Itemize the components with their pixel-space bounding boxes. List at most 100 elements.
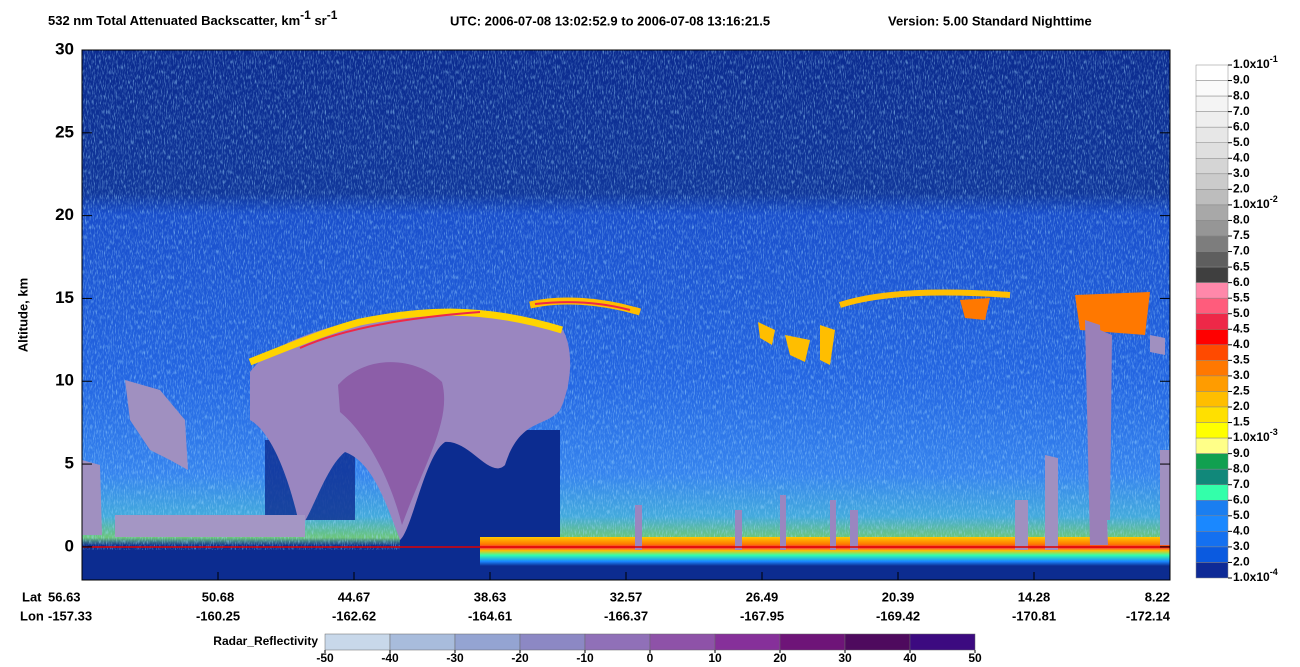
colorbar-label: 3.0 bbox=[1233, 539, 1250, 553]
colorbar-label: 3.5 bbox=[1233, 353, 1250, 367]
color-swatch bbox=[1195, 375, 1229, 392]
lon-tick-label: -164.61 bbox=[468, 608, 512, 623]
radar-tick-label: 40 bbox=[903, 651, 917, 665]
color-swatch bbox=[1195, 437, 1229, 454]
colorbar-label: 5.0 bbox=[1233, 135, 1250, 149]
radar-swatch bbox=[324, 633, 391, 651]
color-swatch bbox=[1195, 282, 1229, 299]
colorbar-label: 8.0 bbox=[1233, 88, 1250, 102]
color-swatch bbox=[1195, 344, 1229, 361]
color-swatch bbox=[1195, 500, 1229, 517]
color-swatch bbox=[1195, 562, 1229, 579]
color-swatch bbox=[1195, 64, 1229, 81]
color-swatch bbox=[1195, 235, 1229, 252]
cloud-top bbox=[248, 308, 564, 366]
lat-tick-label: 38.63 bbox=[474, 589, 507, 604]
title-unit: sr bbox=[311, 13, 327, 28]
color-swatch bbox=[1195, 546, 1229, 563]
colorbar-label-exponent: -2 bbox=[1270, 194, 1278, 204]
y-tick-label: 25 bbox=[55, 122, 74, 141]
colorbar-label-exponent: -3 bbox=[1270, 427, 1278, 437]
lat-tick-label: 44.67 bbox=[338, 589, 371, 604]
cloud bbox=[82, 460, 102, 535]
colorbar-label: 8.0 bbox=[1233, 213, 1250, 227]
color-swatch bbox=[1195, 80, 1229, 97]
colorbar-label: 6.0 bbox=[1233, 275, 1250, 289]
cloud bbox=[758, 322, 835, 365]
radar-label: Radar_Reflectivity bbox=[213, 634, 318, 648]
plot: 532 nm Total Attenuated Backscatter, km-… bbox=[15, 8, 1171, 648]
colorbar-label: 1.5 bbox=[1233, 415, 1250, 429]
surface-return bbox=[480, 537, 1170, 567]
cloud-top bbox=[534, 301, 631, 311]
color-swatch bbox=[1195, 266, 1229, 283]
y-tick-label: 20 bbox=[55, 205, 74, 224]
color-swatch bbox=[1195, 484, 1229, 501]
colorbar-label: 7.5 bbox=[1233, 228, 1250, 242]
colorbar-label: 3.0 bbox=[1233, 368, 1250, 382]
cloud bbox=[115, 515, 305, 537]
radar-swatch bbox=[909, 633, 976, 651]
cloud-top bbox=[839, 289, 1011, 308]
title-exponent: -1 bbox=[300, 8, 311, 22]
radar-tick-label: -10 bbox=[576, 651, 594, 665]
colorbar-label: 1.0x10-1 bbox=[1233, 54, 1278, 71]
lat-tick-label: 32.57 bbox=[610, 589, 643, 604]
lon-tick-label: -160.25 bbox=[196, 608, 240, 623]
cloud bbox=[1015, 450, 1170, 550]
color-swatch bbox=[1195, 406, 1229, 423]
radar-tick-label: 0 bbox=[647, 651, 654, 665]
color-swatch bbox=[1195, 95, 1229, 112]
colorbar-label: 4.0 bbox=[1233, 337, 1250, 351]
color-swatch bbox=[1195, 251, 1229, 268]
chart-title: 532 nm Total Attenuated Backscatter, km-… bbox=[48, 8, 338, 28]
radar-swatch bbox=[584, 633, 651, 651]
radar-swatch bbox=[779, 633, 846, 651]
cloud bbox=[960, 292, 1150, 335]
color-swatch bbox=[1195, 531, 1229, 548]
color-swatch bbox=[1195, 515, 1229, 532]
colorbar-label-exponent: -1 bbox=[1270, 54, 1278, 64]
title-text: 532 nm Total Attenuated Backscatter, km bbox=[48, 13, 300, 28]
backscatter-image bbox=[82, 50, 1170, 580]
colorbar-label: 9.0 bbox=[1233, 73, 1250, 87]
colorbar-label: 4.5 bbox=[1233, 321, 1250, 335]
colorbar-label: 6.0 bbox=[1233, 492, 1250, 506]
radar-swatch bbox=[844, 633, 911, 651]
y-tick-label: 10 bbox=[55, 371, 74, 390]
lon-tick-label: -172.14 bbox=[1126, 608, 1171, 623]
colorbar-label: 5.5 bbox=[1233, 290, 1250, 304]
color-swatch bbox=[1195, 468, 1229, 485]
y-tick-label: 0 bbox=[65, 536, 74, 555]
color-swatch bbox=[1195, 111, 1229, 128]
cloud bbox=[1150, 335, 1165, 355]
colorbar-label: 4.0 bbox=[1233, 524, 1250, 538]
color-swatch bbox=[1195, 329, 1229, 346]
lat-tick-label: 14.28 bbox=[1018, 589, 1051, 604]
colorbar-label: 5.0 bbox=[1233, 508, 1250, 522]
color-swatch bbox=[1195, 189, 1229, 206]
colorbar-label: 1.0x10-3 bbox=[1233, 427, 1278, 444]
lon-tick-label: -169.42 bbox=[876, 608, 920, 623]
colorbar-label: 1.0x10-2 bbox=[1233, 194, 1278, 211]
color-swatch bbox=[1195, 142, 1229, 159]
colorbar-label: 8.0 bbox=[1233, 461, 1250, 475]
lat-tick-label: 56.63 bbox=[48, 589, 81, 604]
colorbar-label: 7.0 bbox=[1233, 244, 1250, 258]
colorbar-label: 2.0 bbox=[1233, 555, 1250, 569]
color-swatch bbox=[1195, 173, 1229, 190]
color-swatch bbox=[1195, 360, 1229, 377]
color-swatch bbox=[1195, 297, 1229, 314]
colorbar-label: 9.0 bbox=[1233, 446, 1250, 460]
lon-tick-label: -162.62 bbox=[332, 608, 376, 623]
color-swatch bbox=[1195, 204, 1229, 221]
version: Version: 5.00 Standard Nighttime bbox=[888, 13, 1092, 28]
colorbar-label: 4.0 bbox=[1233, 150, 1250, 164]
lat-tick-label: 26.49 bbox=[746, 589, 779, 604]
colorbar-label: 2.0 bbox=[1233, 182, 1250, 196]
colorbar-label: 7.0 bbox=[1233, 477, 1250, 491]
color-swatch bbox=[1195, 453, 1229, 470]
radar-tick-label: -50 bbox=[316, 651, 334, 665]
color-swatch bbox=[1195, 220, 1229, 237]
colorbar-label: 2.0 bbox=[1233, 399, 1250, 413]
